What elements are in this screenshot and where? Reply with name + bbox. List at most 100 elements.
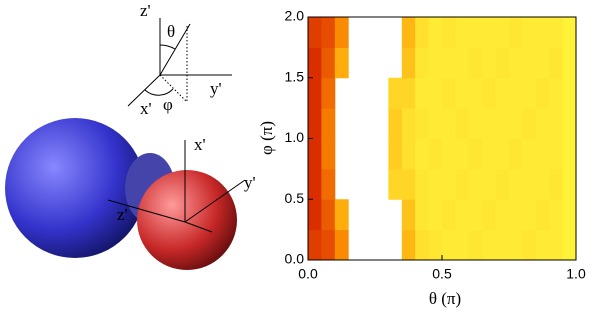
cell bbox=[535, 17, 550, 48]
cell bbox=[455, 108, 470, 139]
vector bbox=[159, 23, 191, 76]
angle-arc bbox=[144, 88, 174, 96]
cell bbox=[442, 47, 456, 79]
axis bbox=[184, 221, 213, 233]
cell bbox=[522, 168, 537, 200]
cell bbox=[388, 168, 403, 200]
cell bbox=[535, 168, 550, 200]
cell bbox=[522, 17, 537, 48]
cell bbox=[428, 168, 443, 200]
cell bbox=[334, 229, 349, 261]
cell bbox=[401, 199, 416, 231]
label: x' bbox=[194, 135, 206, 154]
cell bbox=[388, 77, 403, 109]
label: φ bbox=[163, 95, 173, 114]
axis bbox=[107, 199, 186, 223]
cell bbox=[509, 199, 523, 231]
label: z' bbox=[117, 205, 128, 224]
cell bbox=[428, 77, 443, 109]
cell bbox=[334, 47, 349, 79]
cell bbox=[549, 138, 564, 170]
cell bbox=[428, 199, 443, 231]
cell bbox=[415, 168, 430, 200]
cell bbox=[495, 17, 510, 48]
cell bbox=[535, 138, 550, 170]
cell bbox=[509, 168, 523, 200]
cell bbox=[321, 229, 336, 261]
cell bbox=[509, 17, 523, 48]
axis bbox=[127, 74, 161, 107]
illustration bbox=[5, 18, 246, 270]
cell bbox=[535, 47, 550, 79]
cell bbox=[442, 17, 456, 48]
cell bbox=[442, 199, 456, 231]
cell bbox=[495, 108, 510, 139]
cell bbox=[468, 17, 483, 48]
cell bbox=[401, 17, 416, 48]
cell bbox=[482, 17, 497, 48]
cell bbox=[455, 168, 470, 200]
cell bbox=[495, 229, 510, 261]
cell bbox=[535, 229, 550, 261]
cell bbox=[562, 229, 577, 261]
cell bbox=[442, 229, 456, 261]
x-tick-label: 1.0 bbox=[566, 266, 586, 282]
cell bbox=[455, 17, 470, 48]
cell bbox=[455, 138, 470, 170]
cell bbox=[415, 199, 430, 231]
cell bbox=[321, 168, 336, 200]
x-tick-label: 0.5 bbox=[432, 266, 452, 282]
cell bbox=[415, 229, 430, 261]
cell bbox=[495, 138, 510, 170]
cell bbox=[522, 138, 537, 170]
cell bbox=[308, 138, 322, 170]
cell bbox=[509, 108, 523, 139]
y-tick-label: 1.5 bbox=[285, 68, 305, 84]
cell bbox=[308, 199, 322, 231]
cell bbox=[442, 77, 456, 109]
cell bbox=[549, 77, 564, 109]
cell bbox=[388, 108, 403, 139]
cell bbox=[455, 199, 470, 231]
cell bbox=[455, 77, 470, 109]
cell bbox=[495, 47, 510, 79]
cell bbox=[321, 108, 336, 139]
cell bbox=[522, 199, 537, 231]
cell bbox=[428, 229, 443, 261]
cell bbox=[308, 108, 322, 139]
cell bbox=[482, 47, 497, 79]
cell bbox=[442, 108, 456, 139]
cell bbox=[522, 229, 537, 261]
cell bbox=[468, 47, 483, 79]
cell bbox=[482, 168, 497, 200]
y-axis-label: φ (π) bbox=[257, 121, 276, 155]
cell bbox=[415, 47, 430, 79]
cell bbox=[495, 199, 510, 231]
cell bbox=[334, 17, 349, 48]
cell bbox=[482, 229, 497, 261]
axis bbox=[184, 179, 246, 223]
cell bbox=[562, 138, 577, 170]
cell bbox=[522, 77, 537, 109]
cell bbox=[482, 77, 497, 109]
cell bbox=[401, 47, 416, 79]
cell bbox=[562, 17, 577, 48]
label: x' bbox=[140, 99, 152, 118]
cell bbox=[388, 138, 403, 170]
cell bbox=[468, 229, 483, 261]
cell bbox=[442, 168, 456, 200]
angle-arc bbox=[159, 44, 176, 50]
cell bbox=[401, 138, 416, 170]
label: z' bbox=[140, 1, 151, 20]
cell bbox=[549, 199, 564, 231]
cell bbox=[482, 108, 497, 139]
cell bbox=[428, 138, 443, 170]
cell bbox=[549, 108, 564, 139]
label: y' bbox=[210, 79, 222, 98]
cell bbox=[428, 17, 443, 48]
label: θ bbox=[167, 22, 175, 41]
x-tick-label: 0.0 bbox=[298, 266, 318, 282]
cell bbox=[415, 138, 430, 170]
cell bbox=[482, 199, 497, 231]
cell bbox=[522, 47, 537, 79]
